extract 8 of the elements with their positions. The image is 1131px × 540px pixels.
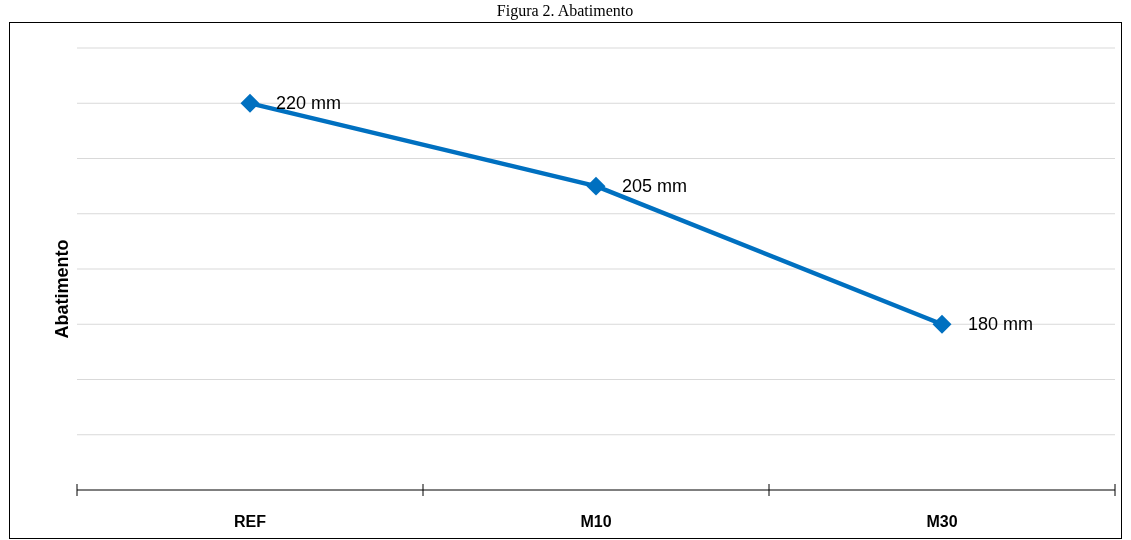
x-tick-label: M10 [580, 513, 612, 530]
chart-title: Figura 2. Abatimento [496, 2, 634, 20]
data-label: 180 mm [968, 314, 1034, 335]
y-axis-title: Abatimento [52, 239, 72, 339]
data-label: 220 mm [276, 93, 342, 114]
data-label: 205 mm [622, 176, 688, 197]
x-tick-label: REF [234, 513, 267, 530]
x-tick-label: M30 [926, 513, 958, 530]
